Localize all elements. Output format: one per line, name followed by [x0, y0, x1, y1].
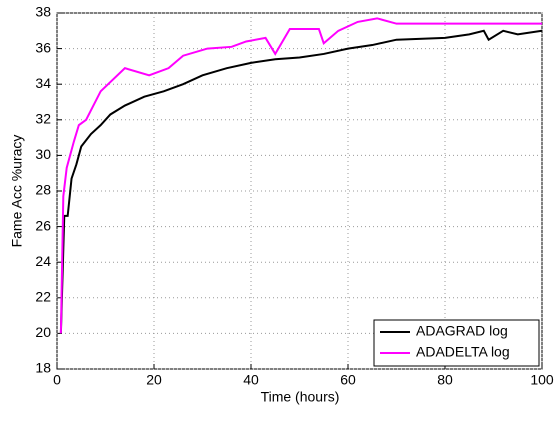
y-tick-label: 28	[35, 182, 51, 198]
legend-label: ADAGRAD log	[416, 323, 508, 339]
x-tick-label: 20	[146, 372, 162, 388]
y-tick-label: 18	[35, 360, 51, 376]
data-line	[59, 17, 542, 334]
x-tick-label: 40	[243, 372, 259, 388]
legend-label: ADADELTA log	[416, 344, 510, 360]
y-tick-label: 32	[35, 111, 51, 127]
y-axis-label: Fame Acc %uracy	[9, 135, 25, 248]
x-tick-label: 60	[340, 372, 356, 388]
y-tick-label: 26	[35, 217, 51, 233]
y-tick-label: 30	[35, 146, 51, 162]
y-tick-label: 20	[35, 324, 51, 340]
data-line	[59, 29, 543, 334]
y-tick-label: 34	[35, 75, 51, 91]
x-tick-label: 0	[53, 372, 61, 388]
y-tick-label: 22	[35, 289, 51, 305]
y-tick-label: 38	[35, 4, 51, 20]
y-tick-label: 36	[35, 39, 51, 55]
y-tick-label: 24	[35, 253, 51, 269]
x-axis-label: Time (hours)	[261, 389, 340, 405]
x-tick-label: 100	[530, 372, 554, 388]
x-tick-label: 80	[437, 372, 453, 388]
legend-box	[373, 319, 540, 367]
